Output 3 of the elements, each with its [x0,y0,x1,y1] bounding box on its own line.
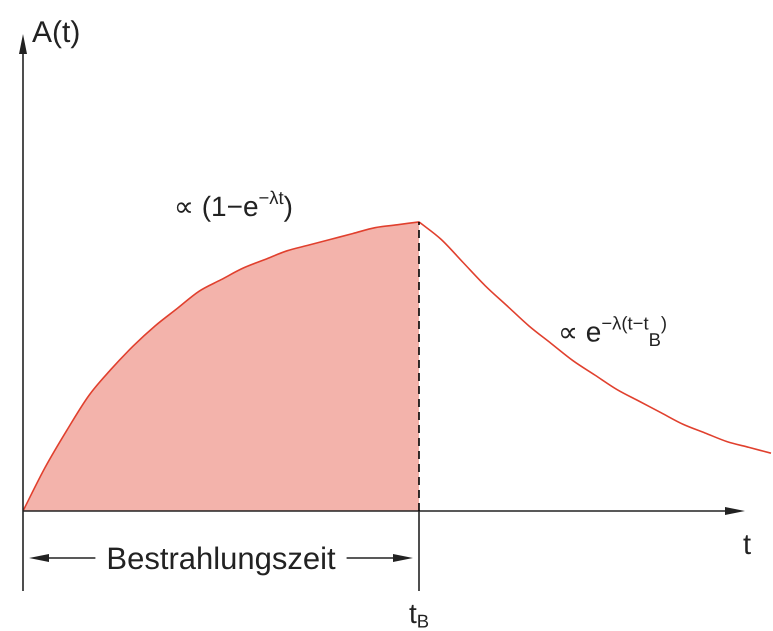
text: Bestrahlungszeit [106,541,336,576]
text: A(t) [32,16,80,49]
x-axis-title: t [742,529,752,561]
